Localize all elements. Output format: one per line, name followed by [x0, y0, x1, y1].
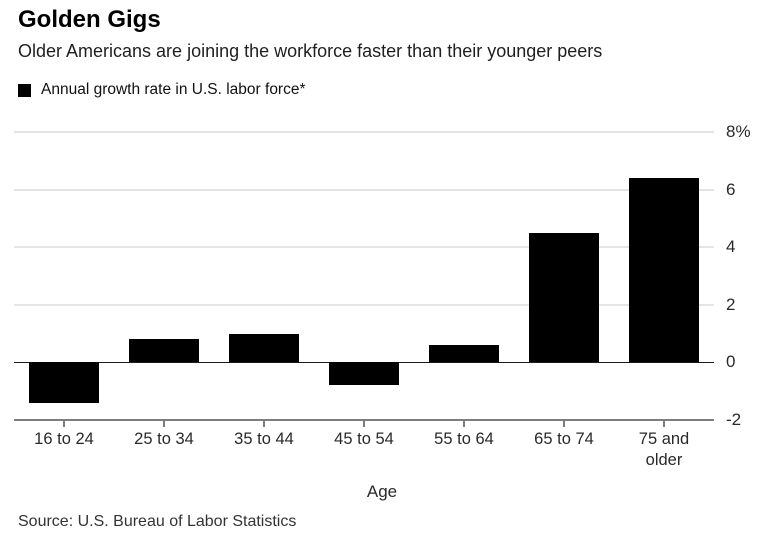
x-tick-label: 25 to 34	[134, 430, 194, 448]
legend-swatch-icon	[18, 83, 31, 97]
gridline	[14, 246, 714, 249]
x-axis-tick	[363, 421, 365, 427]
legend-label: Annual growth rate in U.S. labor force*	[41, 81, 306, 98]
x-axis-line	[14, 419, 714, 421]
legend: Annual growth rate in U.S. labor force*	[18, 81, 306, 99]
x-tick-label: 45 to 54	[334, 430, 394, 448]
y-tick-label: 4	[726, 237, 736, 257]
bar-35-to-44	[229, 333, 299, 363]
x-tick-label: 75 and older	[638, 430, 690, 469]
x-tick-label: 65 to 74	[534, 430, 594, 448]
bar-45-to-54	[329, 362, 399, 386]
bar-25-to-34	[129, 339, 199, 363]
gridline	[14, 188, 714, 191]
y-tick-label: 8%	[726, 122, 751, 141]
x-axis-tick	[563, 421, 565, 427]
y-tick-label: 2	[726, 294, 736, 314]
gridline	[14, 303, 714, 306]
x-axis-tick	[163, 421, 165, 427]
bar-75-and-older	[629, 178, 699, 363]
x-tick-label: 35 to 44	[234, 430, 294, 448]
bar-55-to-64	[429, 345, 499, 363]
source-note: Source: U.S. Bureau of Labor Statistics	[18, 513, 297, 530]
bar-65-to-74	[529, 232, 599, 363]
x-axis-title: Age	[366, 482, 398, 501]
x-tick-label: 16 to 24	[34, 430, 94, 448]
x-axis-tick	[663, 421, 665, 427]
gridline	[14, 131, 714, 133]
y-tick-label: -2	[726, 410, 742, 429]
x-axis-tick	[463, 421, 465, 427]
x-axis-tick	[63, 421, 65, 427]
y-tick-label: 6	[726, 179, 736, 199]
bar-16-to-24	[29, 362, 99, 403]
chart-subtitle: Older Americans are joining the workforc…	[18, 41, 603, 61]
x-tick-label: 55 to 64	[434, 430, 494, 448]
y-tick-label: 0	[726, 352, 736, 372]
x-axis-tick	[263, 421, 265, 427]
chart-title: Golden Gigs	[18, 6, 161, 33]
